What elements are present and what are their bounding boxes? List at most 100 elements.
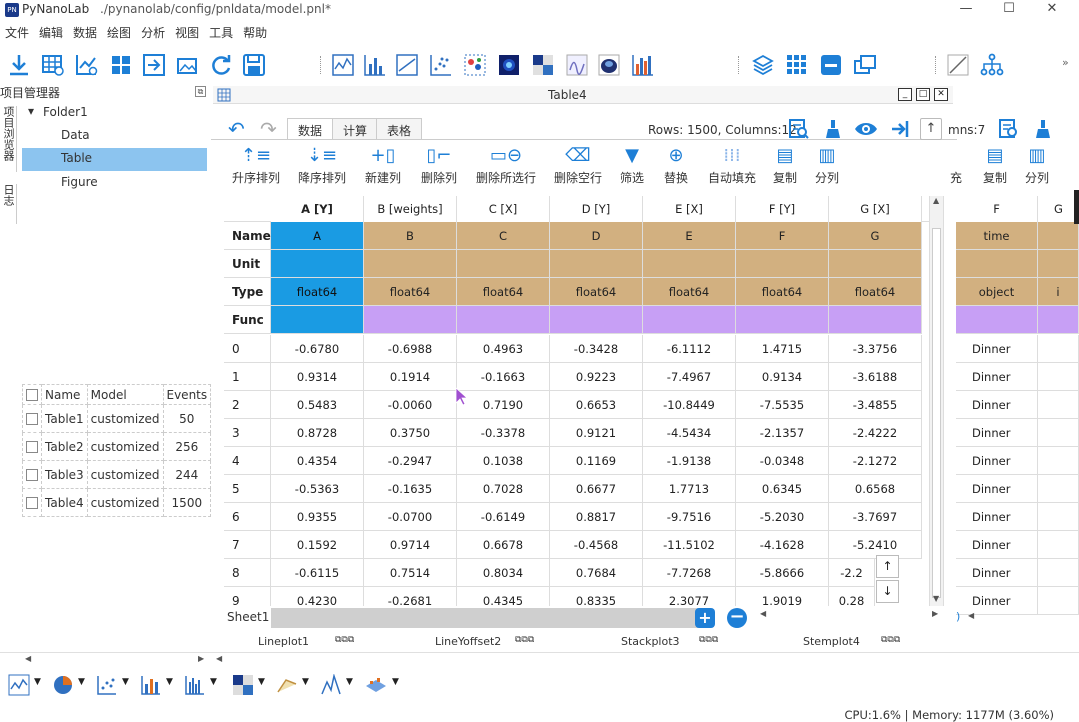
table-cell[interactable]: 0.6345 [736,475,829,503]
table-cell[interactable]: -0.6988 [364,335,457,363]
copy-button-right[interactable]: ▤ 复制 [980,145,1010,189]
table-cell[interactable]: 0.1914 [364,363,457,391]
area-plot-icon[interactable] [394,52,420,78]
func-cell[interactable] [271,306,364,334]
row-index[interactable]: 0 [224,335,271,363]
col-header-f[interactable]: F [Y] [736,196,829,222]
undo-icon[interactable]: ↶ [228,117,245,141]
table-cell[interactable]: 0.7028 [457,475,550,503]
row-index[interactable]: 4 [224,447,271,475]
table-cell[interactable]: 0.9314 [271,363,364,391]
bubble-plot-icon[interactable] [462,52,488,78]
table-cell[interactable]: -0.6115 [271,559,364,587]
tab-window-controls-icon[interactable]: ⧉⧉⧉ [335,635,355,645]
table-cell[interactable]: 0.1038 [457,447,550,475]
scatter-chart-icon[interactable] [96,674,118,696]
type-cell[interactable]: float64 [550,278,643,306]
table-cell[interactable]: 0.7684 [550,559,643,587]
type-cell[interactable]: float64 [643,278,736,306]
tree-folder[interactable]: Folder1 [43,105,88,119]
row-index[interactable]: 3 [224,419,271,447]
new-column-button[interactable]: +▯ 新建列 [362,145,404,189]
toolbar-overflow-icon[interactable]: » [1062,56,1069,69]
table-cell[interactable]: -4.1628 [736,531,829,559]
clean-brush-icon[interactable] [1032,118,1054,140]
table-cell[interactable]: -2.4222 [829,419,922,447]
type-cell[interactable]: float64 [736,278,829,306]
scroll-left-icon[interactable]: ◀ [25,654,32,663]
table-cell[interactable] [1038,503,1079,531]
unit-cell[interactable] [271,250,364,278]
tab-sheet[interactable]: 表格 [376,118,423,140]
type-cell[interactable]: float64 [364,278,457,306]
restore-window-icon[interactable] [852,52,878,78]
search-table-icon[interactable] [998,118,1020,140]
type-cell[interactable]: object [956,278,1038,306]
col-header-model[interactable]: Model [86,384,164,405]
row-checkbox[interactable] [22,432,42,461]
table-cell[interactable]: -0.0348 [736,447,829,475]
export-icon[interactable] [141,52,167,78]
tab-window-controls-icon[interactable]: ⧉⧉⧉ [699,635,719,645]
pie-chart-icon[interactable] [52,674,74,696]
split-column-button-right[interactable]: ▥ 分列 [1022,145,1052,189]
right-col-header-g[interactable]: G [1038,196,1079,222]
table-cell[interactable]: -0.1663 [457,363,550,391]
row-checkbox[interactable] [22,488,42,517]
dropdown-arrow-icon[interactable]: ▼ [392,677,399,687]
tab-calc[interactable]: 计算 [332,118,379,140]
table-cell[interactable]: -3.4855 [829,391,922,419]
col-header-events[interactable]: Events [162,384,212,405]
split-column-button[interactable]: ▥ 分列 [812,145,842,189]
table-cell[interactable] [1038,559,1079,587]
table-cell[interactable]: -7.5535 [736,391,829,419]
table-cell[interactable]: Dinner [956,419,1038,447]
sort-asc-button[interactable]: ⇡≡ 升序排列 [230,145,282,189]
col-header-name[interactable]: Name [41,384,88,405]
table-cell[interactable]: 1.4715 [736,335,829,363]
name-cell[interactable]: C [457,222,550,250]
col-header-e[interactable]: E [X] [643,196,736,222]
table-cell[interactable]: -7.7268 [643,559,736,587]
tab-log[interactable]: 日志 [1,184,17,224]
delete-empty-rows-button[interactable]: ⌫ 删除空行 [550,145,606,189]
table-cell[interactable]: 0.4963 [457,335,550,363]
scroll-left-icon[interactable]: ◀ [216,654,223,663]
vertical-scrollbar[interactable]: ▲ ▼ [929,196,943,606]
col-header-d[interactable]: D [Y] [550,196,643,222]
3d-bar-chart-icon[interactable] [364,674,388,696]
layers-icon[interactable] [750,52,776,78]
replace-button[interactable]: ⊕ 替换 [660,145,692,189]
table-row[interactable]: Table2 customized 256 [22,432,212,461]
sheet-scroll-track[interactable] [271,608,701,628]
table-cell[interactable]: 0.5483 [271,391,364,419]
scroll-up-icon[interactable]: ▲ [933,196,940,205]
unit-cell[interactable] [736,250,829,278]
tab-project-browser[interactable]: 项目浏览器 [1,106,17,172]
sub-minimize-icon[interactable]: _ [898,88,912,101]
sub-maximize-icon[interactable]: □ [916,88,930,101]
tree-item-table[interactable]: Table [61,151,93,165]
table-cell[interactable]: Dinner [956,447,1038,475]
table-cell[interactable]: 0.3750 [364,419,457,447]
name-cell[interactable]: E [643,222,736,250]
table-cell[interactable] [1038,419,1079,447]
table-cell[interactable]: -10.8449 [643,391,736,419]
table-cell[interactable]: -9.7516 [643,503,736,531]
menu-file[interactable]: 文件 [5,26,30,40]
dropdown-arrow-icon[interactable]: ▼ [258,677,265,687]
table-cell[interactable]: -0.0060 [364,391,457,419]
table-cell[interactable]: Dinner [956,475,1038,503]
grid-layout-icon[interactable] [108,52,134,78]
type-cell[interactable]: i [1038,278,1079,306]
menu-analysis[interactable]: 分析 [141,26,166,40]
unit-cell[interactable] [829,250,922,278]
dropdown-arrow-icon[interactable]: ▼ [166,677,173,687]
table-cell[interactable]: -0.3378 [457,419,550,447]
unit-cell[interactable] [457,250,550,278]
scatter-plot-icon[interactable] [428,52,454,78]
histogram-chart-icon[interactable] [184,674,206,696]
table-cell[interactable]: -3.6188 [829,363,922,391]
row-checkbox[interactable] [22,460,42,489]
table-cell[interactable]: 1.7713 [643,475,736,503]
